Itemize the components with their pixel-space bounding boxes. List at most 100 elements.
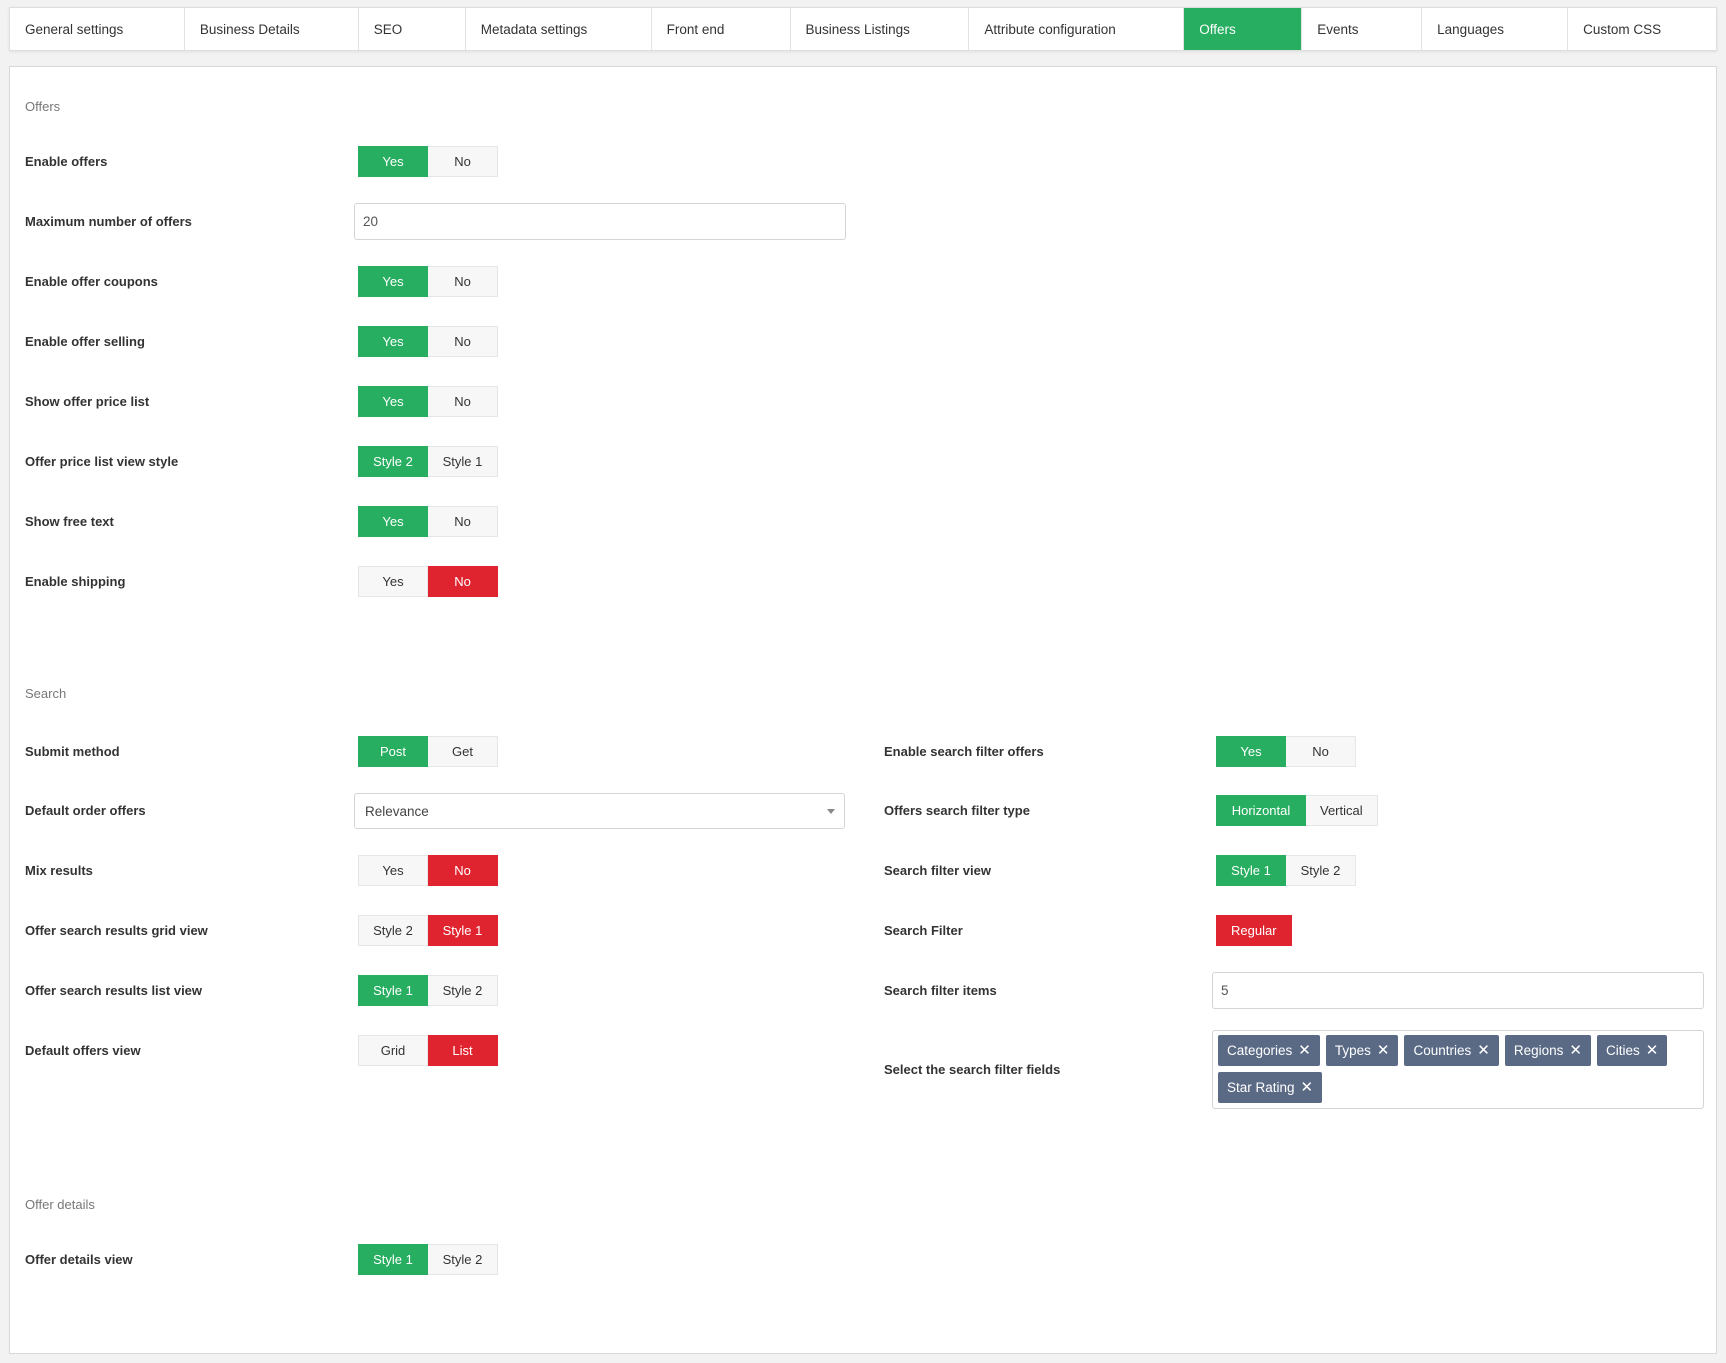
show-price-list-yes-button[interactable]: Yes bbox=[358, 386, 428, 417]
tab-business-details[interactable]: Business Details bbox=[185, 8, 359, 50]
filter-fields-multiselect[interactable]: Categories ✕ Types ✕ Countries ✕ Regions ✕ C… bbox=[1212, 1030, 1704, 1109]
tag-label: Star Rating bbox=[1227, 1080, 1295, 1095]
label-enable-search-filter: Enable search filter offers bbox=[884, 744, 1044, 759]
submit-method-post-button[interactable]: Post bbox=[358, 736, 428, 767]
close-icon[interactable]: ✕ bbox=[1298, 1042, 1311, 1059]
show-free-text-yes-button[interactable]: Yes bbox=[358, 506, 428, 537]
tab-attribute-configuration[interactable]: Attribute configuration bbox=[969, 8, 1185, 50]
section-title-offers: Offers bbox=[25, 99, 61, 114]
filter-view-style-1-button[interactable]: Style 1 bbox=[1216, 855, 1286, 886]
show-free-text-no-button[interactable]: No bbox=[428, 506, 498, 537]
filter-type-horizontal-button[interactable]: Horizontal bbox=[1216, 795, 1306, 826]
toggle-mix-results: Yes No bbox=[358, 855, 498, 886]
filter-field-tag: Categories ✕ bbox=[1218, 1035, 1320, 1066]
enable-selling-no-button[interactable]: No bbox=[428, 326, 498, 357]
filter-field-tag: Star Rating ✕ bbox=[1218, 1072, 1323, 1103]
tab-events[interactable]: Events bbox=[1302, 8, 1423, 50]
list-view-style-1-button[interactable]: Style 1 bbox=[358, 975, 428, 1006]
tag-label: Regions bbox=[1513, 1043, 1564, 1058]
close-icon[interactable]: ✕ bbox=[1645, 1042, 1659, 1059]
label-mix-results: Mix results bbox=[25, 863, 93, 878]
default-order-select[interactable]: Relevance bbox=[354, 793, 845, 829]
section-title-offer-details: Offer details bbox=[25, 1197, 95, 1212]
list-view-style-2-button[interactable]: Style 2 bbox=[428, 975, 498, 1006]
filter-type-vertical-button[interactable]: Vertical bbox=[1306, 795, 1378, 826]
default-view-grid-button[interactable]: Grid bbox=[358, 1035, 428, 1066]
offers-settings-panel: Offers Enable offers Yes No Maximum numb… bbox=[9, 66, 1717, 1354]
label-filter-type: Offers search filter type bbox=[884, 803, 1030, 818]
settings-tabs: General settings Business Details SEO Me… bbox=[9, 7, 1717, 51]
toggle-enable-offers: Yes No bbox=[358, 146, 498, 177]
toggle-show-price-list: Yes No bbox=[358, 386, 498, 417]
enable-shipping-no-button[interactable]: No bbox=[428, 566, 498, 597]
tab-front-end[interactable]: Front end bbox=[652, 8, 791, 50]
toggle-enable-shipping: Yes No bbox=[358, 566, 498, 597]
enable-filter-yes-button[interactable]: Yes bbox=[1216, 736, 1286, 767]
tab-business-listings[interactable]: Business Listings bbox=[791, 8, 970, 50]
grid-view-style-1-button[interactable]: Style 1 bbox=[428, 915, 498, 946]
label-submit-method: Submit method bbox=[25, 744, 120, 759]
label-show-free-text: Show free text bbox=[25, 514, 114, 529]
filter-field-tag: Types ✕ bbox=[1325, 1035, 1399, 1066]
label-enable-selling: Enable offer selling bbox=[25, 334, 145, 349]
max-offers-input[interactable] bbox=[354, 203, 846, 240]
mix-results-no-button[interactable]: No bbox=[428, 855, 498, 886]
details-view-style-1-button[interactable]: Style 1 bbox=[358, 1244, 428, 1275]
label-search-filter: Search Filter bbox=[884, 923, 963, 938]
tag-label: Categories bbox=[1227, 1043, 1293, 1058]
label-show-price-list: Show offer price list bbox=[25, 394, 150, 409]
toggle-list-view: Style 1 Style 2 bbox=[358, 975, 498, 1006]
search-filter-regular-button[interactable]: Regular bbox=[1216, 915, 1292, 946]
enable-coupons-yes-button[interactable]: Yes bbox=[358, 266, 428, 297]
mix-results-yes-button[interactable]: Yes bbox=[358, 855, 428, 886]
tab-metadata-settings[interactable]: Metadata settings bbox=[466, 8, 652, 50]
section-title-search: Search bbox=[25, 686, 67, 701]
label-grid-view: Offer search results grid view bbox=[25, 923, 208, 938]
label-details-view: Offer details view bbox=[25, 1252, 133, 1267]
show-price-list-no-button[interactable]: No bbox=[428, 386, 498, 417]
toggle-show-free-text: Yes No bbox=[358, 506, 498, 537]
close-icon[interactable]: ✕ bbox=[1477, 1042, 1490, 1059]
price-list-style-2-button[interactable]: Style 2 bbox=[358, 446, 428, 477]
label-price-list-style: Offer price list view style bbox=[25, 454, 179, 469]
enable-offers-yes-button[interactable]: Yes bbox=[358, 146, 428, 177]
enable-shipping-yes-button[interactable]: Yes bbox=[358, 566, 428, 597]
price-list-style-1-button[interactable]: Style 1 bbox=[428, 446, 498, 477]
tab-seo[interactable]: SEO bbox=[359, 8, 466, 50]
filter-view-style-2-button[interactable]: Style 2 bbox=[1286, 855, 1356, 886]
filter-items-input[interactable] bbox=[1212, 972, 1704, 1009]
enable-selling-yes-button[interactable]: Yes bbox=[358, 326, 428, 357]
details-view-style-2-button[interactable]: Style 2 bbox=[428, 1244, 498, 1275]
enable-coupons-no-button[interactable]: No bbox=[428, 266, 498, 297]
enable-filter-no-button[interactable]: No bbox=[1286, 736, 1356, 767]
toggle-enable-search-filter: Yes No bbox=[1216, 736, 1356, 767]
toggle-enable-selling: Yes No bbox=[358, 326, 498, 357]
toggle-filter-type: Horizontal Vertical bbox=[1216, 795, 1378, 826]
enable-offers-no-button[interactable]: No bbox=[428, 146, 498, 177]
filter-field-tag: Countries ✕ bbox=[1404, 1035, 1499, 1066]
toggle-filter-view: Style 1 Style 2 bbox=[1216, 855, 1356, 886]
label-filter-fields: Select the search filter fields bbox=[884, 1062, 1061, 1077]
tab-custom-css[interactable]: Custom CSS bbox=[1583, 21, 1662, 37]
tag-label: Cities bbox=[1605, 1043, 1640, 1058]
default-order-value: Relevance bbox=[365, 803, 429, 819]
toggle-submit-method: Post Get bbox=[358, 736, 498, 767]
close-icon[interactable]: ✕ bbox=[1569, 1042, 1582, 1059]
toggle-details-view: Style 1 Style 2 bbox=[358, 1244, 498, 1275]
submit-method-get-button[interactable]: Get bbox=[428, 736, 498, 767]
close-icon[interactable]: ✕ bbox=[1300, 1079, 1314, 1096]
tab-languages[interactable]: Languages bbox=[1422, 8, 1569, 50]
tab-offers[interactable]: Offers bbox=[1184, 8, 1303, 50]
toggle-price-list-style: Style 2 Style 1 bbox=[358, 446, 498, 477]
default-view-list-button[interactable]: List bbox=[428, 1035, 498, 1066]
toggle-search-filter: Regular bbox=[1216, 915, 1292, 946]
label-list-view: Offer search results list view bbox=[25, 983, 203, 998]
label-enable-offers: Enable offers bbox=[25, 154, 108, 169]
filter-field-tag: Cities ✕ bbox=[1596, 1035, 1668, 1066]
close-icon[interactable]: ✕ bbox=[1376, 1042, 1390, 1059]
label-default-order: Default order offers bbox=[25, 803, 146, 818]
tab-general-settings[interactable]: General settings bbox=[10, 8, 185, 50]
grid-view-style-2-button[interactable]: Style 2 bbox=[358, 915, 428, 946]
label-enable-coupons: Enable offer coupons bbox=[25, 274, 158, 289]
chevron-down-icon bbox=[827, 809, 835, 814]
